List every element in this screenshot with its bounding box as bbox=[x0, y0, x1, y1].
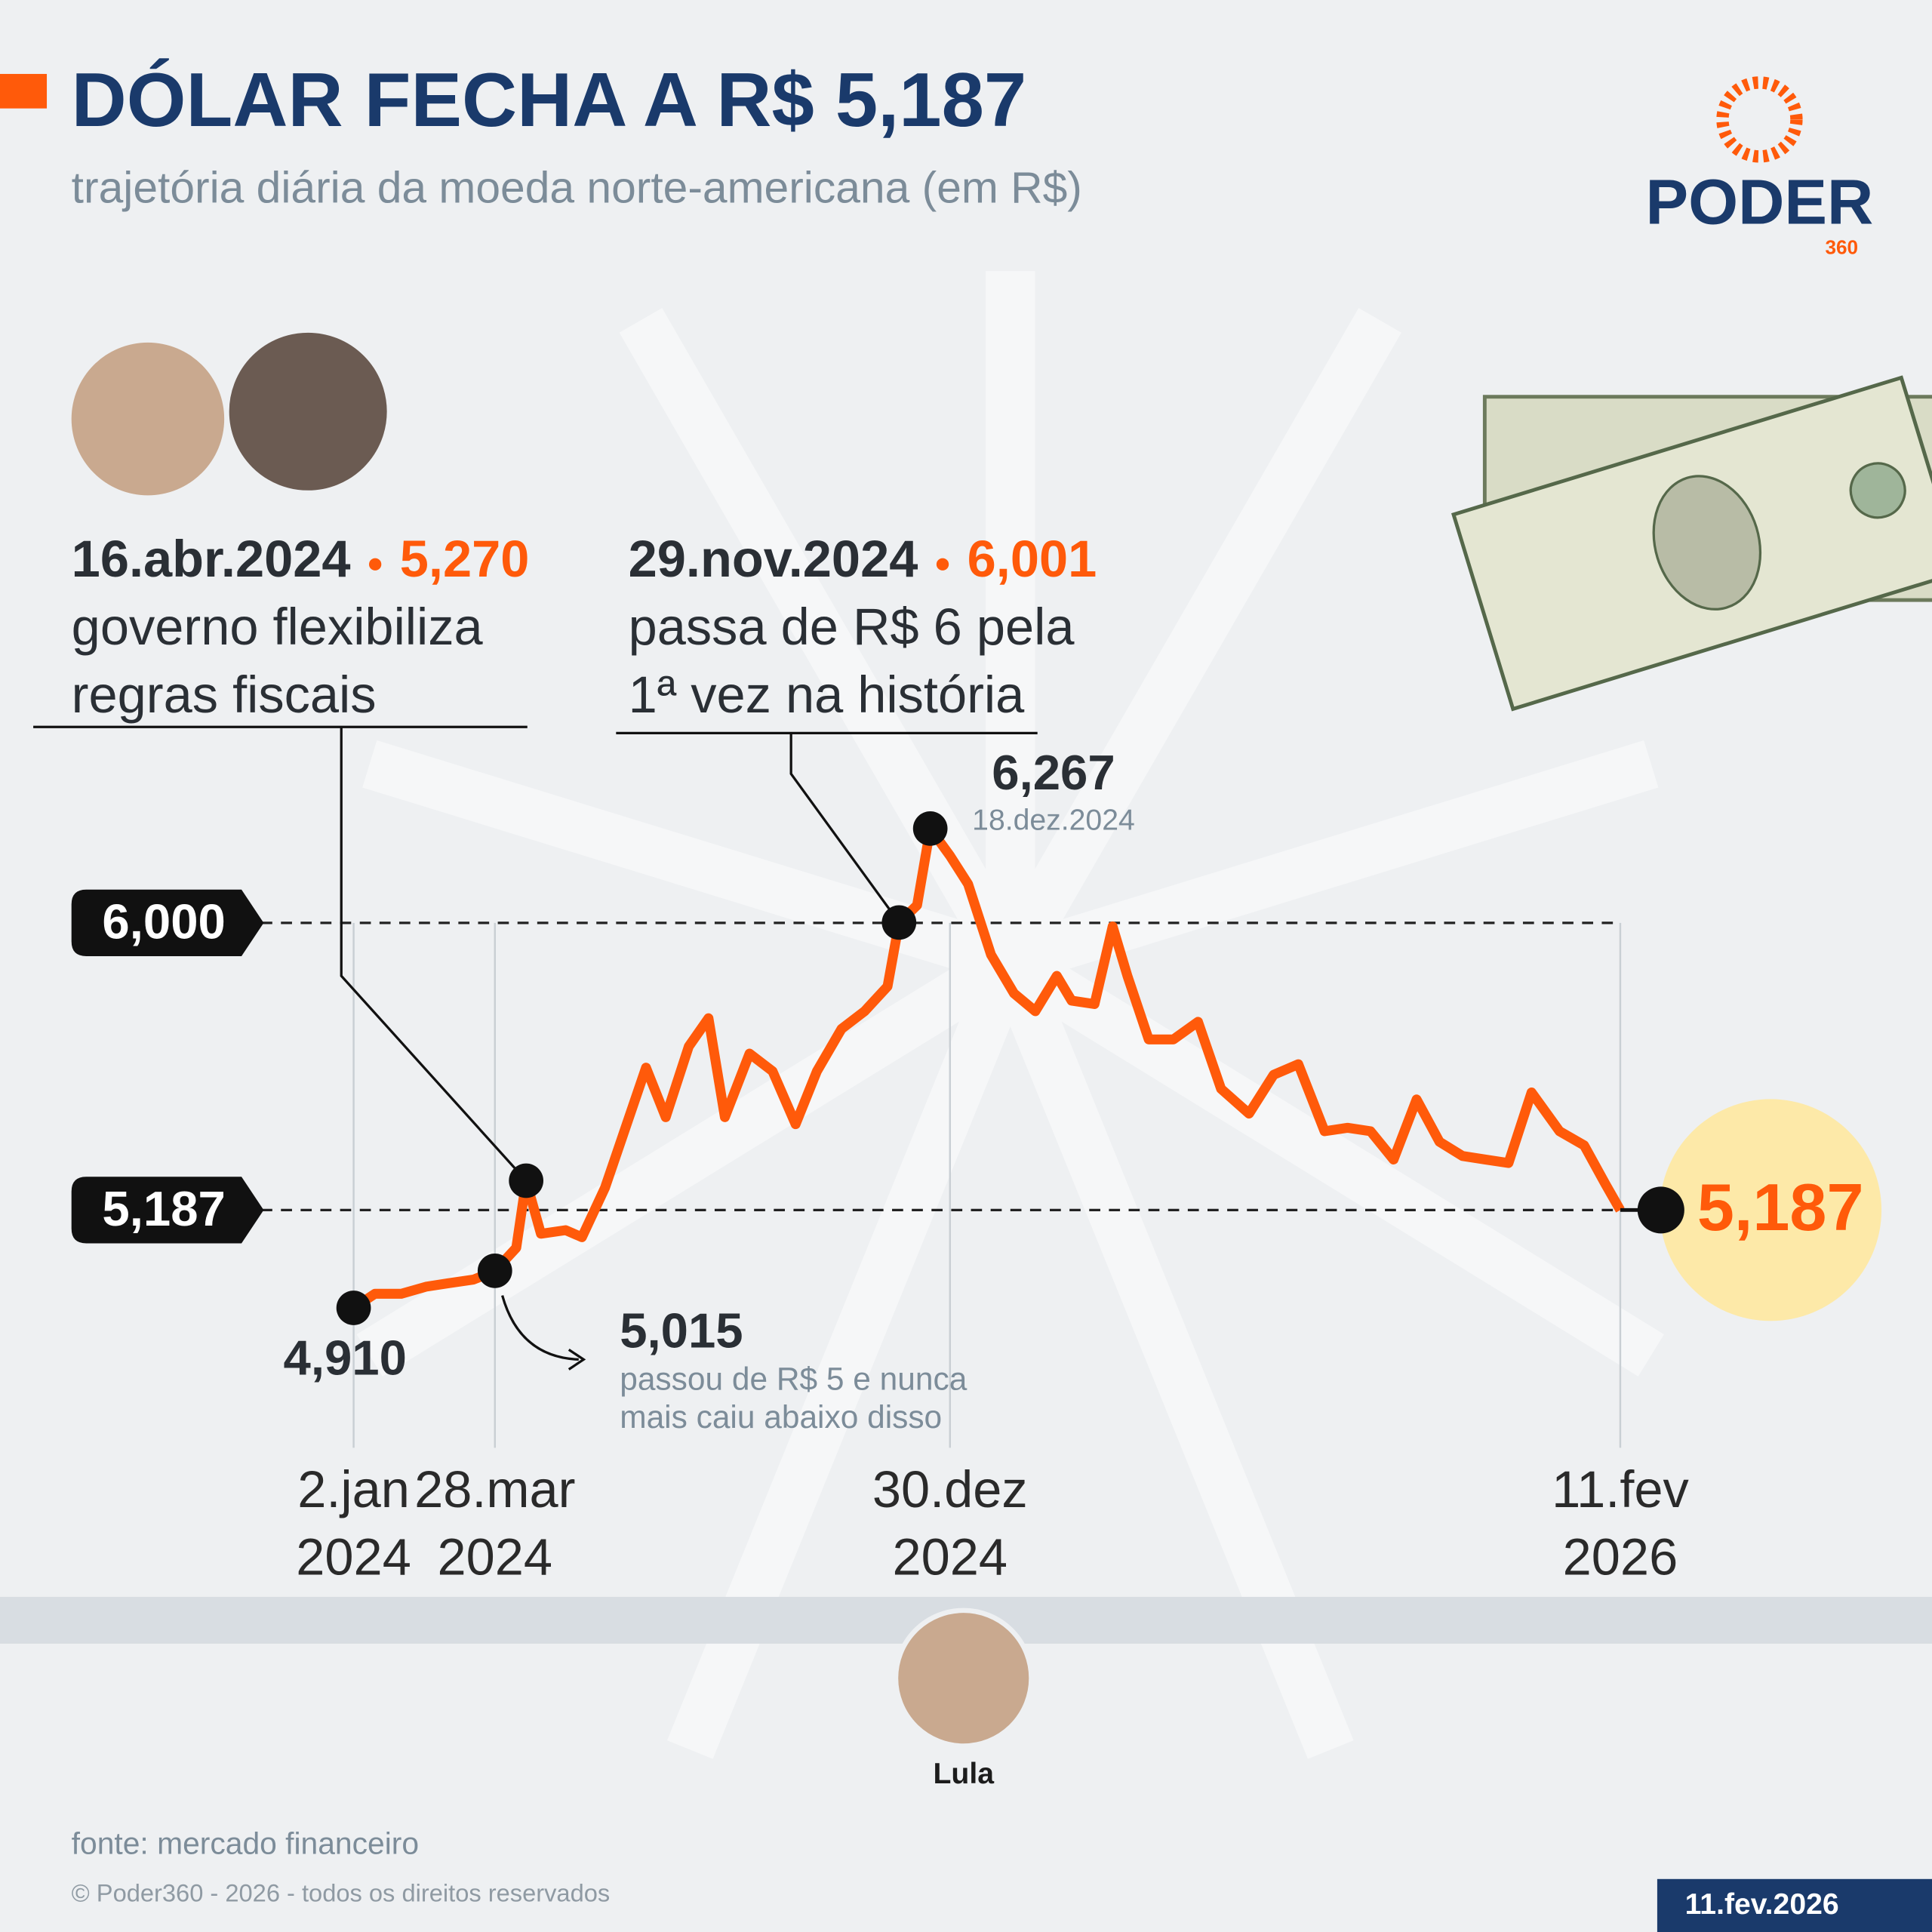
annotation-header: 29.nov.2024 6,001 bbox=[629, 530, 1097, 588]
x-tick-label: 11.fev bbox=[1552, 1460, 1689, 1518]
annotation-dot bbox=[477, 1254, 512, 1288]
x-tick-label: 2.jan bbox=[297, 1460, 410, 1518]
annotation-text: mais caiu abaixo disso bbox=[620, 1399, 942, 1435]
annotation-header: 16.abr.2024 5,270 bbox=[72, 530, 530, 588]
subtitle: trajetória diária da moeda norte-america… bbox=[72, 164, 1082, 213]
annotation-text: governo flexibiliza bbox=[72, 598, 484, 656]
highlight-circle bbox=[1660, 1099, 1882, 1321]
president-label: Lula bbox=[933, 1758, 995, 1790]
source: fonte: mercado financeiro bbox=[72, 1826, 419, 1860]
annotation-text: passou de R$ 5 e nunca bbox=[620, 1361, 967, 1396]
annotation-dot bbox=[912, 811, 948, 846]
date-badge bbox=[1657, 1878, 1932, 1932]
logo-number: 360 bbox=[1825, 236, 1858, 259]
annotation-dot bbox=[881, 905, 917, 940]
date-badge-text: 11.fev.2026 bbox=[1685, 1888, 1839, 1921]
arrow bbox=[501, 1295, 579, 1361]
y-tick-tag bbox=[71, 1177, 264, 1244]
annotation-date: 18.dez.2024 bbox=[972, 804, 1135, 836]
annotation-value: 4,910 bbox=[284, 1330, 407, 1385]
x-tick-label: 2026 bbox=[1563, 1528, 1678, 1586]
annotation-date: 29.nov.2024 bbox=[629, 530, 918, 588]
annotation-value: 5,187 bbox=[1697, 1170, 1864, 1244]
y-tick-label: 5,187 bbox=[102, 1181, 225, 1236]
series-line bbox=[350, 823, 1625, 1312]
annotation-value: 5,270 bbox=[400, 530, 530, 588]
x-tick-label: 2024 bbox=[296, 1528, 411, 1586]
y-tick-label: 6,000 bbox=[102, 894, 225, 949]
annotation-dot bbox=[336, 1291, 371, 1325]
annotation-value: 5,015 bbox=[620, 1303, 743, 1358]
arrow-head bbox=[568, 1349, 586, 1371]
annotation-date: 16.abr.2024 bbox=[72, 530, 351, 588]
separator bbox=[368, 558, 382, 571]
annotation-value: 6,001 bbox=[968, 530, 1097, 588]
annotation-text: 1ª vez na história bbox=[629, 666, 1025, 724]
connector bbox=[789, 733, 900, 924]
president-photo bbox=[893, 1607, 1034, 1749]
y-tick-tag bbox=[71, 889, 264, 956]
x-tick-label: 2024 bbox=[893, 1528, 1008, 1586]
copyright: © Poder360 - 2026 - todos os direitos re… bbox=[72, 1879, 611, 1907]
annotation-text: regras fiscais bbox=[72, 666, 377, 724]
x-tick-label: 30.dez bbox=[872, 1460, 1028, 1518]
logo-name: PODER bbox=[1646, 166, 1874, 238]
annotation-dot bbox=[1637, 1186, 1684, 1234]
photos bbox=[71, 328, 392, 496]
title: DÓLAR FECHA A R$ 5,187 bbox=[72, 57, 1026, 143]
x-tick-label: 28.mar bbox=[414, 1460, 575, 1518]
annotation-dot bbox=[509, 1163, 543, 1198]
plot: 2.jan202428.mar202430.dez202411.fev20266… bbox=[33, 530, 1882, 1586]
dollar-bills bbox=[1451, 375, 1932, 712]
separator bbox=[936, 558, 949, 571]
x-tick-label: 2024 bbox=[438, 1528, 553, 1586]
annotation-value: 6,267 bbox=[992, 745, 1115, 800]
title-marker bbox=[0, 73, 48, 109]
annotation-text: passa de R$ 6 pela bbox=[629, 598, 1075, 656]
connector bbox=[340, 727, 528, 1182]
